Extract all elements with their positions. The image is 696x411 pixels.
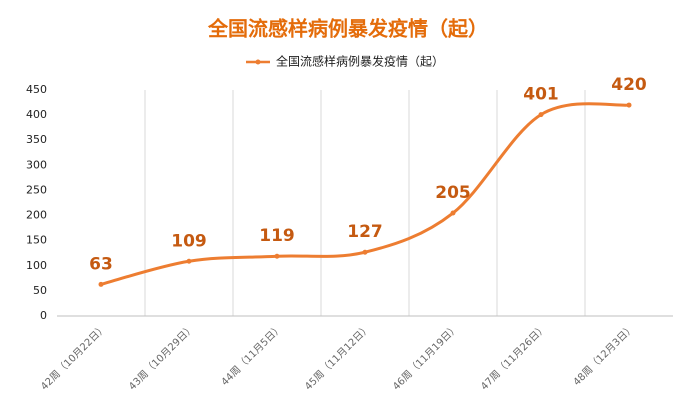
- data-label: 63: [89, 254, 113, 274]
- y-tick-label: 200: [26, 209, 47, 222]
- y-tick-label: 250: [26, 183, 47, 196]
- marker: [626, 102, 632, 108]
- y-tick-label: 100: [26, 259, 47, 272]
- data-label: 401: [523, 85, 559, 105]
- x-tick-label: 42周（10月22日）: [38, 322, 109, 393]
- x-tick-label: 47周（11月26日）: [478, 322, 549, 393]
- marker: [450, 210, 456, 216]
- chart-title: 全国流感样病例暴发疫情（起）: [207, 17, 488, 41]
- marker: [186, 258, 192, 264]
- y-tick-label: 0: [40, 309, 47, 322]
- x-tick-label: 45周（11月12日）: [302, 322, 373, 393]
- y-tick-label: 300: [26, 158, 47, 171]
- data-label: 119: [259, 226, 295, 246]
- x-tick-label: 46周（11月19日）: [390, 322, 461, 393]
- x-tick-label: 48周（12月3日）: [571, 322, 637, 388]
- data-label: 109: [171, 231, 207, 251]
- y-tick-label: 50: [33, 284, 47, 297]
- legend-label: 全国流感样病例暴发疫情（起）: [276, 54, 444, 69]
- data-label: 127: [347, 222, 383, 242]
- data-label: 420: [611, 75, 647, 95]
- y-tick-label: 400: [26, 108, 47, 121]
- y-tick-label: 450: [26, 83, 47, 96]
- marker: [274, 253, 280, 259]
- legend-marker: [255, 59, 261, 65]
- x-tick-label: 43周（10月29日）: [126, 322, 197, 393]
- y-tick-label: 150: [26, 234, 47, 247]
- line: [99, 102, 631, 286]
- y-tick-label: 350: [26, 133, 47, 146]
- marker: [98, 281, 104, 287]
- x-tick-label: 44周（11月5日）: [219, 322, 285, 388]
- marker: [362, 249, 368, 255]
- marker: [538, 112, 544, 118]
- data-label: 205: [435, 183, 471, 203]
